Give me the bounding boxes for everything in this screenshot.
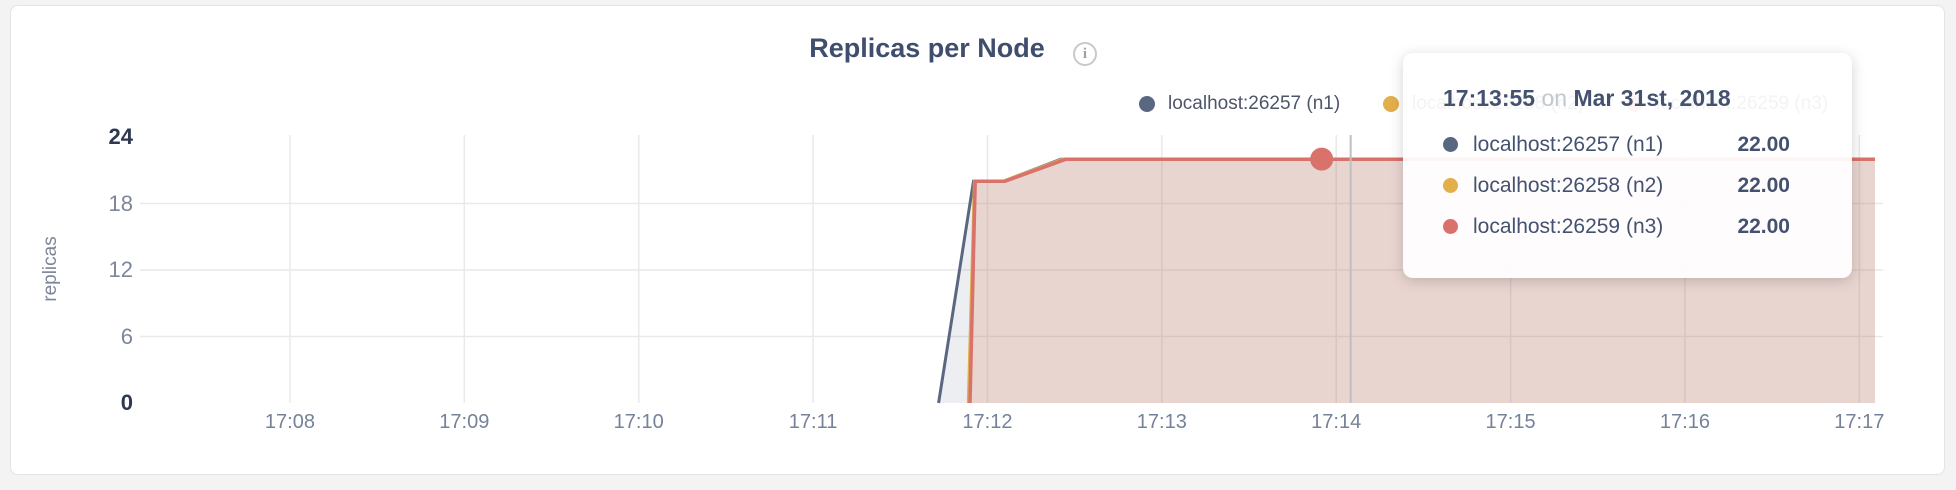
- info-icon[interactable]: i: [1073, 42, 1097, 66]
- y-axis-tick-12: 12: [108, 257, 133, 282]
- x-axis-tick-17:08: 17:08: [264, 411, 315, 433]
- tooltip-series-dot-icon: [1443, 137, 1458, 152]
- y-axis-tick-24: 24: [108, 124, 133, 149]
- legend-item-n1[interactable]: localhost:26257 (n1): [1139, 93, 1340, 115]
- tooltip-series-value: 22.00: [1737, 132, 1790, 156]
- x-axis-tick-17:13: 17:13: [1136, 411, 1187, 433]
- tooltip-series-label: localhost:26259 (n3): [1473, 214, 1664, 238]
- y-axis-tick-0: 0: [120, 390, 133, 415]
- tooltip-row-n2: localhost:26258 (n2) 22.00: [1443, 165, 1812, 206]
- tooltip-row-n3: localhost:26259 (n3) 22.00: [1443, 206, 1812, 247]
- tooltip-time: 17:13:55: [1443, 85, 1536, 111]
- x-axis-tick-17:10: 17:10: [613, 411, 664, 433]
- x-axis-tick-17:11: 17:11: [788, 411, 838, 433]
- x-axis-tick-17:09: 17:09: [439, 411, 490, 433]
- tooltip-series-dot-icon: [1443, 178, 1458, 193]
- y-axis-tick-18: 18: [108, 190, 133, 216]
- chart-title: Replicas per Node: [809, 33, 1045, 63]
- x-axis-tick-17:17: 17:17: [1834, 411, 1885, 433]
- legend-dot-icon: [1383, 96, 1399, 112]
- x-axis-tick-17:15: 17:15: [1485, 411, 1536, 433]
- x-axis-tick-17:14: 17:14: [1311, 411, 1362, 433]
- tooltip-header: 17:13:55 on Mar 31st, 2018: [1443, 85, 1812, 112]
- tooltip-date: Mar 31st, 2018: [1573, 85, 1731, 111]
- legend-dot-icon: [1139, 96, 1155, 112]
- highlighted-data-point[interactable]: [1310, 147, 1334, 171]
- tooltip-series-dot-icon: [1443, 219, 1458, 234]
- y-axis-label: replicas: [40, 236, 61, 302]
- tooltip-series-value: 22.00: [1737, 214, 1790, 238]
- tooltip-series-label: localhost:26257 (n1): [1473, 132, 1664, 156]
- tooltip-series-value: 22.00: [1737, 173, 1790, 197]
- series-line-n3: [968, 157, 1875, 404]
- x-axis-tick-17:16: 17:16: [1659, 411, 1710, 433]
- tooltip-row-n1: localhost:26257 (n1) 22.00: [1443, 124, 1812, 165]
- legend-label: localhost:26257 (n1): [1168, 93, 1341, 114]
- x-axis-tick-17:12: 17:12: [962, 411, 1013, 433]
- hover-tooltip: 17:13:55 on Mar 31st, 2018 localhost:262…: [1403, 53, 1852, 278]
- y-axis-tick-6: 6: [120, 323, 133, 349]
- tooltip-series-label: localhost:26258 (n2): [1473, 173, 1664, 197]
- tooltip-on-word: on: [1541, 85, 1568, 111]
